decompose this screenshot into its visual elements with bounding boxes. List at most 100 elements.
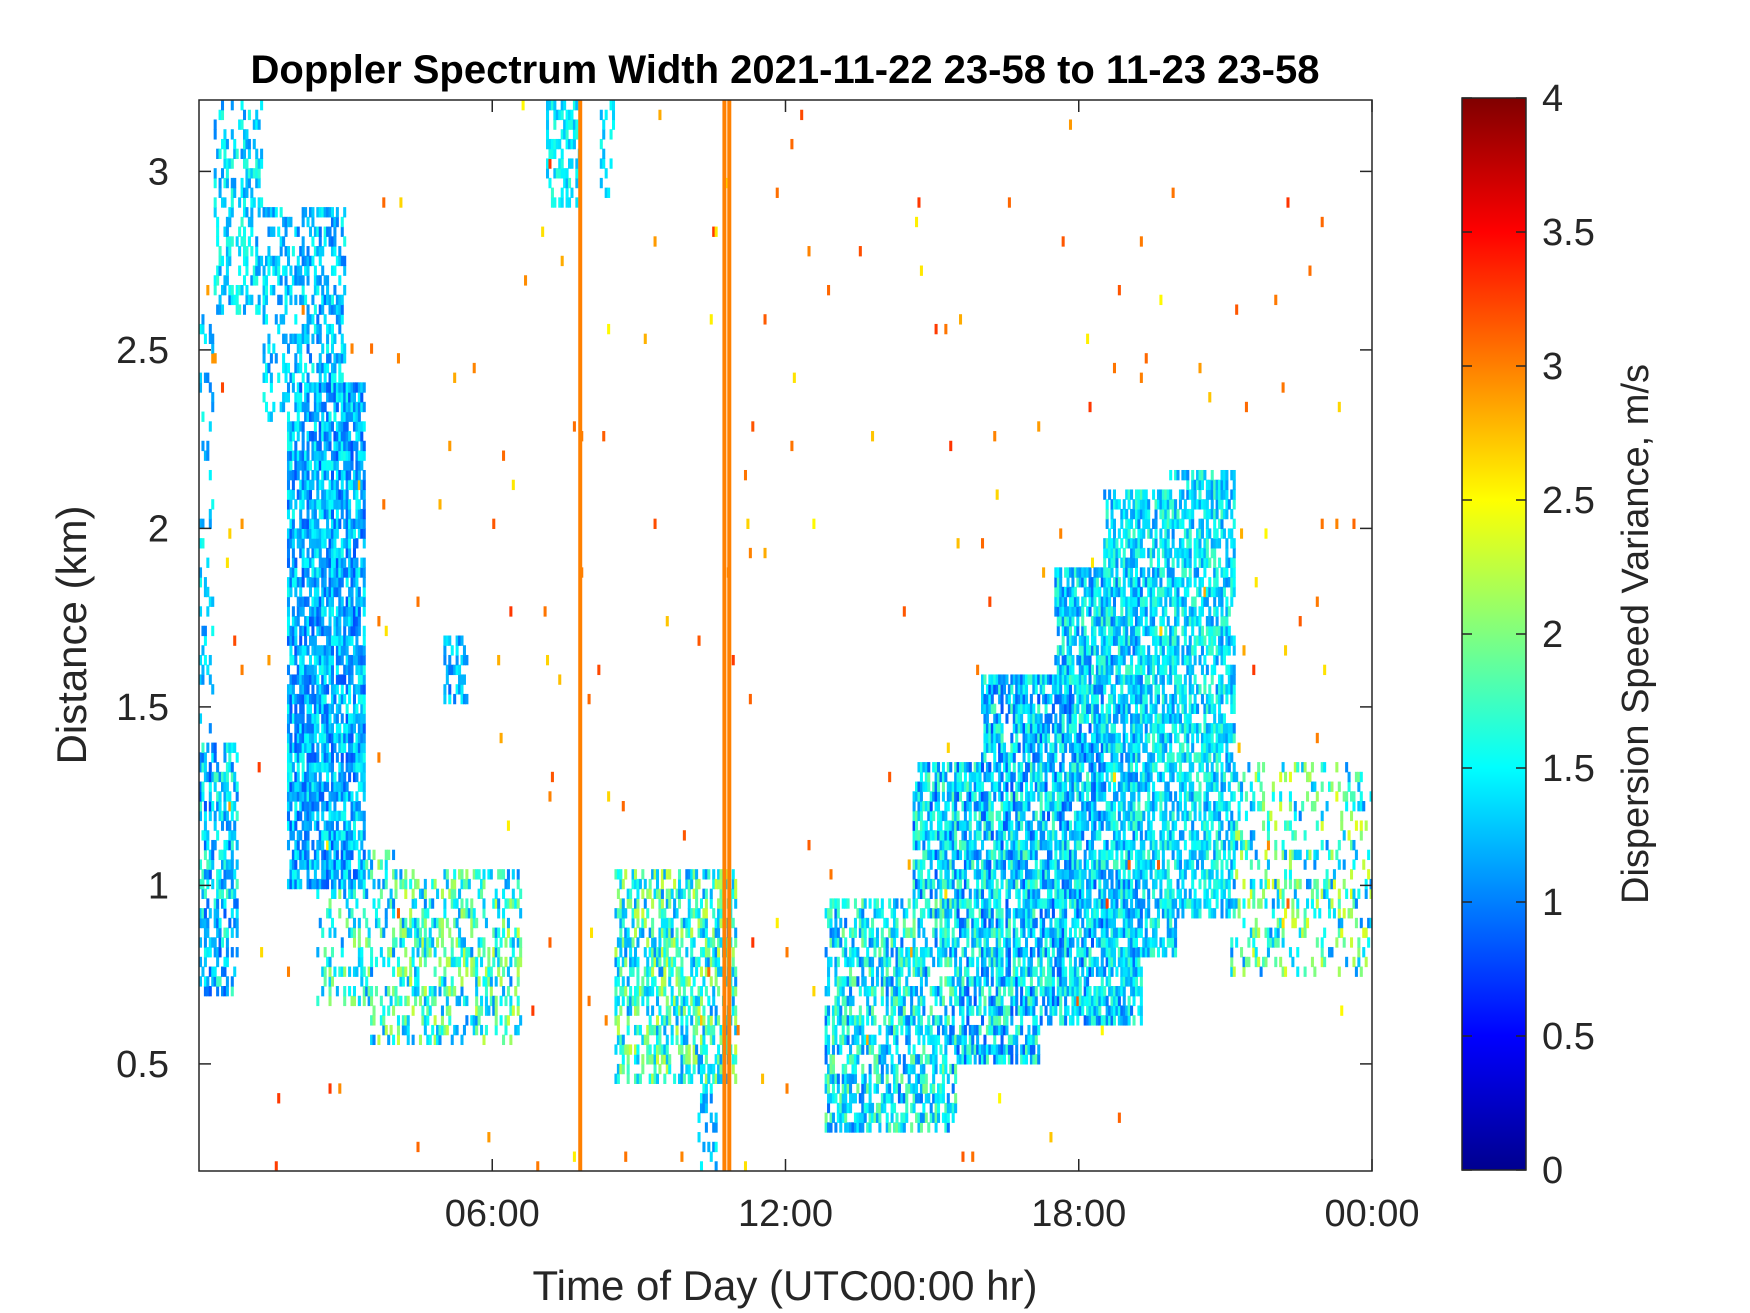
heatmap-cell [318,839,322,851]
heatmap-cell [871,1034,875,1046]
heatmap-cell [900,937,904,948]
heatmap-cell [704,888,708,899]
heatmap-cell [990,703,994,714]
heatmap-cell [470,908,474,919]
heatmap-cell [951,869,955,880]
heatmap-cell [213,177,217,189]
heatmap-cell [981,927,985,938]
heatmap-cell [294,703,298,714]
heatmap-cell [734,1024,738,1036]
heatmap-cell [621,1063,625,1075]
heatmap-cell [695,878,699,890]
heatmap-cell [924,1112,928,1123]
heatmap-cell [355,762,359,773]
heatmap-cell [841,947,845,958]
heatmap-cell [954,937,958,948]
heatmap-cell [379,995,383,1007]
heatmap-cell [873,1054,877,1065]
heatmap-cell [1005,674,1009,685]
heatmap-cell [345,518,349,529]
heatmap-cell [201,781,205,792]
heatmap-cell [839,1034,843,1046]
heatmap-cell [426,1005,430,1016]
heatmap-cell [308,762,313,773]
heatmap-cell [1010,791,1014,802]
heatmap-cell [218,246,222,257]
heatmap-cell [443,693,447,705]
heatmap-cell [961,1054,965,1065]
heatmap-cell [834,1122,838,1133]
heatmap-cell [558,138,562,150]
heatmap-cell [915,781,919,792]
heatmap-cell [338,557,342,568]
heatmap-cell [572,138,576,150]
heatmap-cell [575,119,579,130]
heatmap-cell [714,878,718,890]
heatmap-cell [514,1024,518,1036]
heatmap-cell [668,1063,672,1075]
heatmap-cell [670,986,674,997]
heatmap-cell [944,1034,948,1046]
heatmap-cell [296,226,300,237]
heatmap-cell [313,226,317,237]
heatmap-cell [621,986,625,997]
heatmap-cell [985,927,989,938]
heatmap-cell [631,869,635,880]
heatmap-cell [216,216,220,228]
heatmap-cell [286,450,291,461]
heatmap-cell [1017,869,1021,880]
heatmap-cell [1007,986,1011,997]
heatmap-cell [695,1024,699,1036]
heatmap-cell [866,1015,870,1026]
heatmap-cell [460,937,464,948]
heatmap-cell [1000,703,1004,714]
heatmap-cell [831,927,835,938]
heatmap-cell [568,109,572,121]
heatmap-cell [343,771,347,783]
heatmap-cell [829,927,833,938]
heatmap-cell [858,1044,862,1055]
heatmap-cell [255,119,259,130]
heatmap-cell [321,664,325,676]
heatmap-cell [949,1024,953,1036]
heatmap-cell [988,723,992,734]
heatmap-cell [1000,674,1004,685]
heatmap-cell [988,596,992,607]
heatmap-cell [1000,859,1004,870]
heatmap-cell [494,1015,498,1026]
heatmap-cell [905,1024,909,1036]
heatmap-cell [919,781,923,792]
heatmap-cell [907,898,911,909]
heatmap-cell [301,216,305,228]
heatmap-cell [558,197,562,208]
heatmap-cell [340,966,344,977]
heatmap-cell [519,888,523,899]
heatmap-cell [1007,810,1011,822]
heatmap-cell [616,869,620,880]
heatmap-cell [968,1044,972,1055]
heatmap-cell [1002,674,1007,685]
heatmap-cell [692,956,696,968]
heatmap-cell [348,596,352,607]
heatmap-cell [963,849,967,861]
heatmap-cell [318,654,322,666]
heatmap-cell [348,752,352,763]
heatmap-cell [235,781,239,792]
heatmap-cell [311,216,315,228]
heatmap-cell [335,207,339,218]
heatmap-cell [831,1093,835,1104]
heatmap-cell [692,976,696,987]
heatmap-cell [680,1015,684,1026]
heatmap-cell [680,956,684,968]
heatmap-cell [665,1054,669,1065]
heatmap-cell [995,713,999,724]
heatmap-cell [915,791,919,802]
heatmap-cell [301,849,305,861]
heatmap-cell [1007,693,1011,705]
heatmap-cell [211,859,215,870]
heatmap-cell [504,1015,508,1026]
heatmap-cell [460,908,464,919]
heatmap-cell [203,762,207,773]
heatmap-cell [695,908,699,919]
heatmap-cell [230,762,234,773]
